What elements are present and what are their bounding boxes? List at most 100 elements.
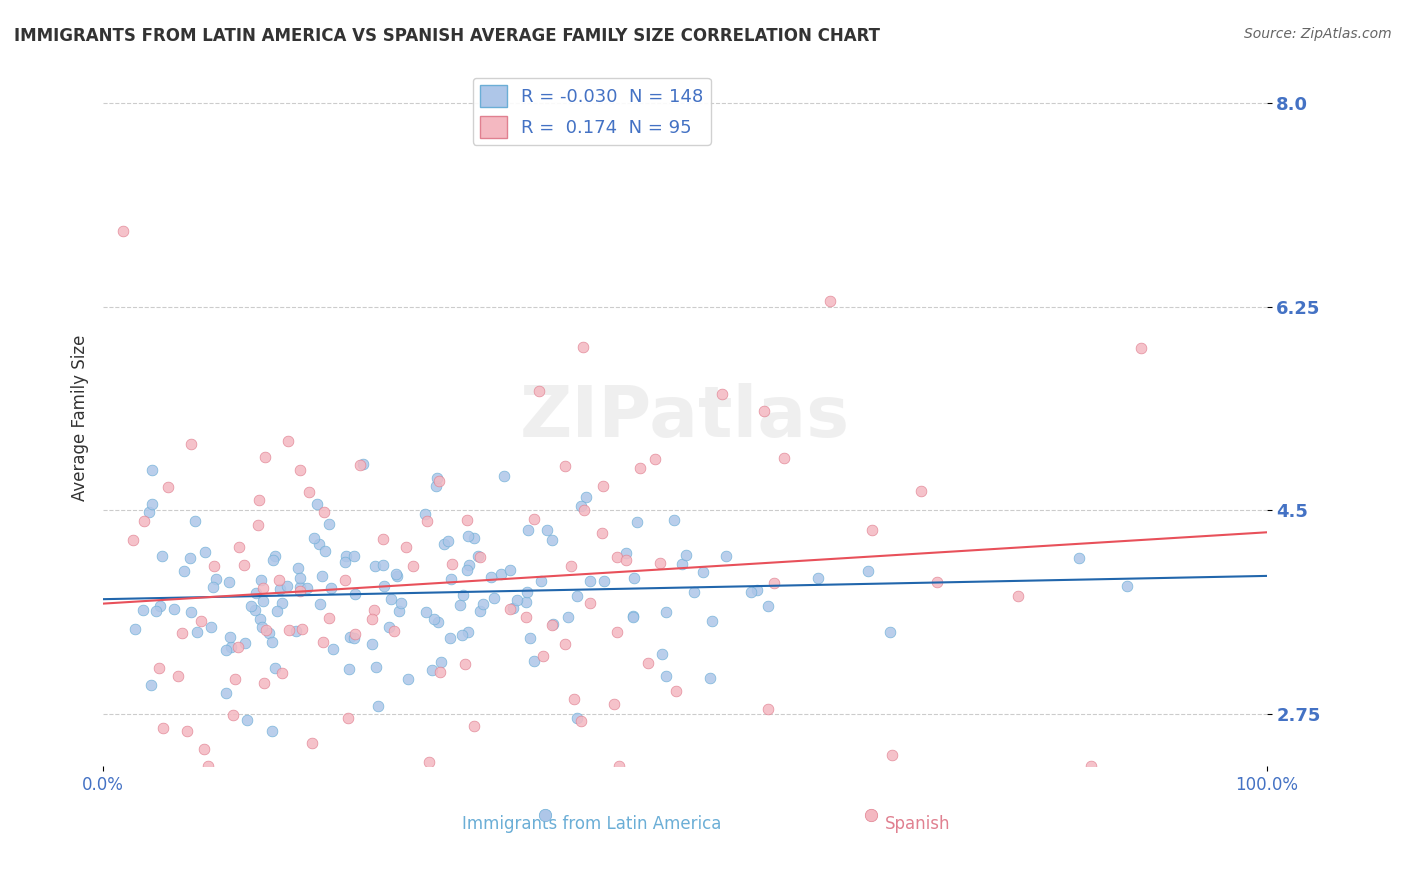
Spanish — [122, 533, 145, 547]
Spanish — [247, 492, 270, 507]
Immigrants from Latin America — [342, 632, 364, 646]
Spanish — [202, 559, 225, 574]
Immigrants from Latin America — [593, 574, 616, 589]
Spanish — [252, 581, 274, 595]
Immigrants from Latin America — [364, 660, 387, 674]
Spanish — [247, 517, 270, 532]
Immigrants from Latin America — [236, 713, 259, 727]
Immigrants from Latin America — [352, 457, 374, 471]
Spanish — [197, 759, 219, 773]
Immigrants from Latin America — [249, 612, 271, 626]
Immigrants from Latin America — [373, 558, 395, 572]
Spanish — [312, 505, 335, 519]
Spanish — [1129, 341, 1152, 355]
Immigrants from Latin America — [626, 516, 648, 530]
Immigrants from Latin America — [484, 591, 506, 606]
Spanish — [152, 721, 174, 735]
Immigrants from Latin America — [682, 584, 704, 599]
Immigrants from Latin America — [322, 642, 344, 657]
Immigrants from Latin America — [740, 584, 762, 599]
Immigrants from Latin America — [578, 574, 600, 588]
Immigrants from Latin America — [145, 604, 167, 618]
Immigrants from Latin America — [173, 564, 195, 578]
Spanish — [564, 691, 586, 706]
Spanish — [628, 461, 651, 475]
Spanish — [579, 596, 602, 610]
Immigrants from Latin America — [515, 595, 537, 609]
Spanish — [232, 558, 254, 572]
Immigrants from Latin America — [467, 549, 489, 564]
Spanish — [253, 450, 276, 464]
Immigrants from Latin America — [655, 605, 678, 619]
Spanish — [614, 553, 637, 567]
Spanish — [606, 549, 628, 564]
Spanish — [193, 742, 215, 756]
Text: Immigrants from Latin America: Immigrants from Latin America — [463, 815, 721, 833]
Spanish — [361, 612, 384, 626]
Spanish — [298, 484, 321, 499]
Spanish — [132, 514, 155, 528]
Immigrants from Latin America — [675, 548, 697, 562]
Immigrants from Latin America — [415, 605, 437, 619]
Immigrants from Latin America — [367, 699, 389, 714]
Spanish — [312, 634, 335, 648]
Immigrants from Latin America — [245, 586, 267, 600]
Immigrants from Latin America — [470, 604, 492, 618]
Spanish — [333, 573, 356, 587]
Immigrants from Latin America — [702, 614, 724, 628]
Spanish — [515, 610, 537, 624]
Immigrants from Latin America — [304, 531, 326, 545]
Immigrants from Latin America — [651, 647, 673, 661]
Immigrants from Latin America — [163, 602, 186, 616]
Immigrants from Latin America — [439, 631, 461, 645]
Spanish — [523, 512, 546, 526]
Immigrants from Latin America — [260, 635, 283, 649]
Immigrants from Latin America — [219, 640, 242, 654]
Spanish — [820, 294, 842, 309]
Immigrants from Latin America — [219, 630, 242, 644]
Spanish — [429, 665, 451, 680]
Immigrants from Latin America — [575, 490, 598, 504]
Spanish — [456, 513, 478, 527]
Spanish — [269, 574, 291, 588]
Spanish — [527, 384, 550, 398]
Spanish — [574, 502, 596, 516]
Spanish — [560, 558, 582, 573]
Spanish — [541, 617, 564, 632]
Spanish — [1007, 589, 1029, 603]
Immigrants from Latin America — [131, 602, 153, 616]
Immigrants from Latin America — [184, 514, 207, 528]
Immigrants from Latin America — [373, 578, 395, 592]
Spanish — [363, 603, 385, 617]
Immigrants from Latin America — [308, 597, 330, 611]
Immigrants from Latin America — [451, 588, 474, 602]
Immigrants from Latin America — [437, 534, 460, 549]
Immigrants from Latin America — [288, 580, 311, 594]
Immigrants from Latin America — [536, 523, 558, 537]
Text: IMMIGRANTS FROM LATIN AMERICA VS SPANISH AVERAGE FAMILY SIZE CORRELATION CHART: IMMIGRANTS FROM LATIN AMERICA VS SPANISH… — [14, 27, 880, 45]
Immigrants from Latin America — [361, 637, 384, 651]
Spanish — [665, 684, 688, 698]
Immigrants from Latin America — [472, 598, 495, 612]
Immigrants from Latin America — [378, 620, 401, 634]
Immigrants from Latin America — [243, 603, 266, 617]
Immigrants from Latin America — [565, 589, 588, 603]
Spanish — [762, 575, 785, 590]
Immigrants from Latin America — [430, 655, 453, 669]
Spanish — [554, 458, 576, 473]
Immigrants from Latin America — [239, 599, 262, 614]
Immigrants from Latin America — [214, 643, 236, 657]
Spanish — [463, 719, 485, 733]
Immigrants from Latin America — [425, 479, 447, 493]
Spanish — [349, 458, 371, 472]
Spanish — [427, 474, 450, 488]
Spanish — [277, 624, 299, 638]
Immigrants from Latin America — [807, 570, 830, 584]
Spanish — [148, 661, 170, 675]
Spanish — [337, 711, 360, 725]
Immigrants from Latin America — [499, 563, 522, 577]
Immigrants from Latin America — [523, 655, 546, 669]
Immigrants from Latin America — [450, 598, 472, 612]
Spanish — [224, 672, 246, 686]
Immigrants from Latin America — [311, 568, 333, 582]
